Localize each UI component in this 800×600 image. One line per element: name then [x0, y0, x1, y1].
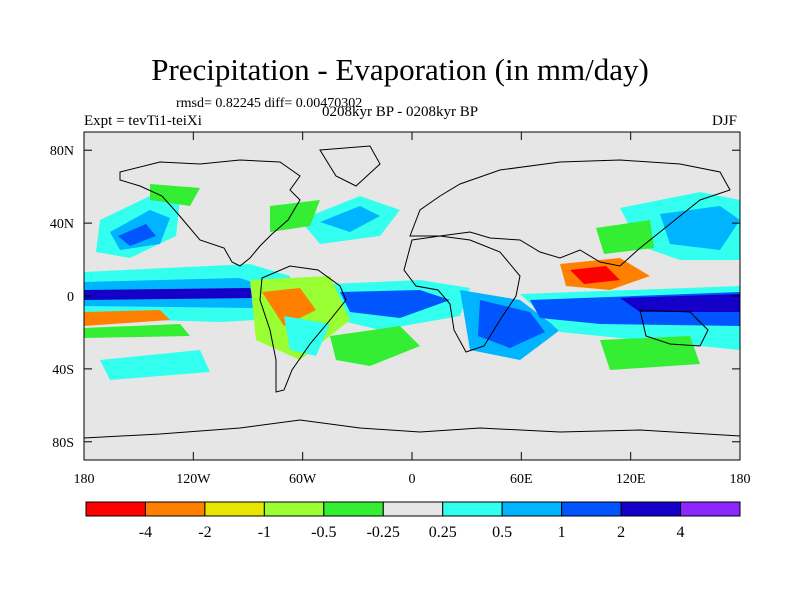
field-patch [118, 224, 156, 246]
colorbar-swatch [204, 501, 265, 517]
lat-tick-label: 40S [52, 363, 74, 378]
colorbar-label: -2 [198, 524, 211, 541]
lon-tick-label: 180 [730, 472, 751, 487]
coastlines [84, 145, 740, 439]
field-patch [150, 184, 200, 206]
colorbar-swatch [85, 501, 146, 517]
field-patch [284, 316, 330, 356]
field-patch [84, 324, 190, 338]
coastline-antarctica [84, 419, 740, 439]
lon-tick-label: 180 [74, 472, 95, 487]
stats-label: rmsd= 0.82245 diff= 0.00470302 [176, 96, 363, 111]
lon-tick-label: 60E [510, 472, 533, 487]
colorbar-swatch [680, 501, 741, 517]
map-title: Precipitation - Evaporation (in mm/day) [151, 52, 649, 87]
coastline-australia [639, 309, 709, 347]
colorbar-swatch [323, 501, 384, 517]
colorbar-swatch [501, 501, 563, 517]
colorbar-swatch [561, 501, 622, 517]
field-patch [478, 300, 545, 348]
colorbar: -4 -2 -1 -0.5 -0.25 0.25 0.5 1 2 4 [85, 501, 741, 541]
lon-tick-label: 0 [409, 472, 416, 487]
field-patch [570, 266, 620, 284]
coastline-africa [403, 235, 521, 353]
field-patch [620, 294, 740, 312]
colorbar-swatch [263, 501, 325, 517]
season-label: DJF [712, 113, 738, 129]
field-patch [84, 288, 256, 300]
lon-tick-label: 60W [289, 472, 317, 487]
period-label: 0208kyr BP - 0208kyr BP [322, 104, 479, 120]
colorbar-label: -1 [258, 524, 271, 541]
lat-tick-label: 80S [52, 436, 74, 451]
colorbar-swatch [620, 501, 682, 517]
lat-tick-label: 0 [67, 290, 74, 305]
field-patch [320, 206, 380, 232]
colorbar-label: 0.25 [429, 524, 457, 541]
field-patch [100, 350, 210, 380]
lon-tick-label: 120E [616, 472, 646, 487]
field-patch [270, 200, 320, 232]
lon-tick-label: 120W [176, 472, 211, 487]
precip-evap-field [84, 184, 740, 380]
longitude-axis: 180 120W 60W 0 60E 120E 180 [74, 132, 751, 487]
field-patch [262, 288, 316, 326]
colorbar-label: 2 [617, 524, 625, 541]
field-patch [600, 336, 700, 370]
colorbar-label: 1 [558, 524, 566, 541]
field-patch [340, 290, 450, 318]
coastline-north-america [119, 159, 301, 267]
colorbar-label: -4 [139, 524, 152, 541]
field-patch [330, 326, 420, 366]
coastline-greenland [319, 145, 381, 187]
colorbar-label: -0.25 [367, 524, 400, 541]
latitude-axis: 80N 40N 0 40S 80S [50, 144, 740, 451]
colorbar-label: -0.5 [311, 524, 336, 541]
coastline-south-america [259, 265, 347, 393]
field-patch [660, 206, 740, 250]
colorbar-label: 4 [677, 524, 685, 541]
lat-tick-label: 80N [50, 144, 74, 159]
field-patch [596, 220, 654, 254]
colorbar-swatch [442, 501, 503, 517]
lat-tick-label: 40N [50, 217, 74, 232]
experiment-label: Expt = tevTi1-teiXi [84, 113, 202, 129]
field-patch [84, 310, 170, 326]
colorbar-swatch [382, 501, 444, 517]
coastline-eurasia [409, 159, 731, 267]
colorbar-swatch [144, 501, 206, 517]
colorbar-label: 0.5 [492, 524, 512, 541]
